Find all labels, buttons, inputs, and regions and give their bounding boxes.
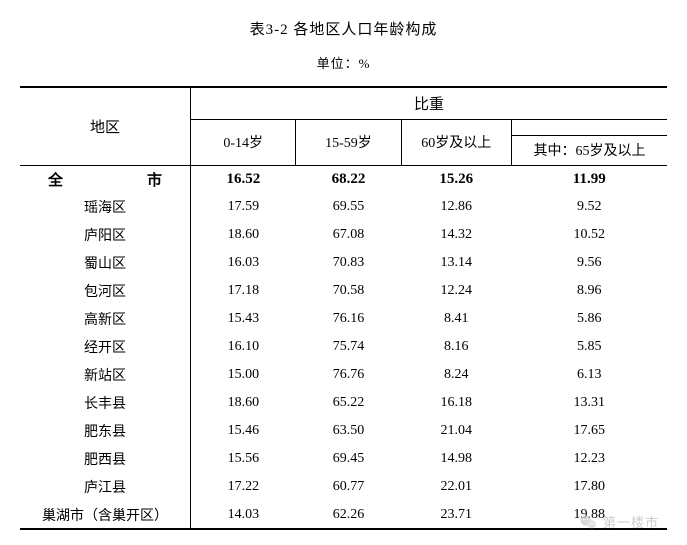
cell-c3: 8.24 — [401, 361, 511, 389]
cell-c3: 8.41 — [401, 305, 511, 333]
cell-region: 经开区 — [20, 333, 191, 361]
table-row: 肥西县15.5669.4514.9812.23 — [20, 445, 667, 473]
cell-c1: 17.18 — [191, 277, 296, 305]
table-row: 经开区16.1075.748.165.85 — [20, 333, 667, 361]
cell-c1: 18.60 — [191, 221, 296, 249]
cell-region: 长丰县 — [20, 389, 191, 417]
cell-c1: 15.43 — [191, 305, 296, 333]
cell-c3: 16.18 — [401, 389, 511, 417]
table-row: 肥东县15.4663.5021.0417.65 — [20, 417, 667, 445]
cell-c2: 65.22 — [296, 389, 401, 417]
cell-region: 包河区 — [20, 277, 191, 305]
cell-region: 全 市 — [30, 173, 180, 189]
cell-region: 肥西县 — [20, 445, 191, 473]
cell-c1: 14.03 — [191, 501, 296, 529]
table-row: 蜀山区16.0370.8313.149.56 — [20, 249, 667, 277]
cell-c1: 16.10 — [191, 333, 296, 361]
cell-c4: 9.52 — [511, 193, 667, 221]
cell-c3: 12.86 — [401, 193, 511, 221]
cell-region: 蜀山区 — [20, 249, 191, 277]
age-composition-table: 地区 比重 0-14岁 15-59岁 60岁及以上 其中：65岁及以上 全 市 … — [20, 86, 667, 530]
cell-c2: 68.22 — [296, 165, 401, 193]
cell-region: 高新区 — [20, 305, 191, 333]
header-c3: 60岁及以上 — [401, 119, 511, 165]
cell-c1: 15.56 — [191, 445, 296, 473]
cell-c1: 15.46 — [191, 417, 296, 445]
cell-c2: 62.26 — [296, 501, 401, 529]
cell-c4: 5.86 — [511, 305, 667, 333]
cell-c3: 22.01 — [401, 473, 511, 501]
table-unit: 单位：% — [20, 53, 667, 72]
header-c2: 15-59岁 — [296, 119, 401, 165]
header-c1: 0-14岁 — [191, 119, 296, 165]
cell-c3: 21.04 — [401, 417, 511, 445]
header-c4: 其中：65岁及以上 — [511, 135, 667, 165]
cell-c4: 8.96 — [511, 277, 667, 305]
table-row: 新站区15.0076.768.246.13 — [20, 361, 667, 389]
cell-c2: 76.16 — [296, 305, 401, 333]
cell-c1: 15.00 — [191, 361, 296, 389]
cell-c3: 13.14 — [401, 249, 511, 277]
cell-c3: 14.98 — [401, 445, 511, 473]
cell-c2: 67.08 — [296, 221, 401, 249]
cell-c1: 16.03 — [191, 249, 296, 277]
cell-c4: 12.23 — [511, 445, 667, 473]
watermark: 第一楼市 — [579, 512, 659, 531]
wechat-icon — [579, 513, 597, 531]
table-row: 瑶海区17.5969.5512.869.52 — [20, 193, 667, 221]
table-row: 庐江县17.2260.7722.0117.80 — [20, 473, 667, 501]
cell-c2: 69.55 — [296, 193, 401, 221]
watermark-text: 第一楼市 — [603, 512, 659, 531]
cell-c2: 60.77 — [296, 473, 401, 501]
cell-region: 庐阳区 — [20, 221, 191, 249]
cell-region: 瑶海区 — [20, 193, 191, 221]
header-proportion: 比重 — [191, 87, 667, 119]
table-row: 长丰县18.6065.2216.1813.31 — [20, 389, 667, 417]
cell-c4: 6.13 — [511, 361, 667, 389]
cell-c4: 13.31 — [511, 389, 667, 417]
cell-c4: 5.85 — [511, 333, 667, 361]
table-title: 表3-2 各地区人口年龄构成 — [20, 18, 667, 39]
cell-c4: 10.52 — [511, 221, 667, 249]
header-region: 地区 — [20, 87, 191, 165]
cell-c2: 69.45 — [296, 445, 401, 473]
cell-c4: 17.65 — [511, 417, 667, 445]
table-row: 包河区17.1870.5812.248.96 — [20, 277, 667, 305]
cell-c3: 23.71 — [401, 501, 511, 529]
cell-c3: 8.16 — [401, 333, 511, 361]
cell-c2: 75.74 — [296, 333, 401, 361]
cell-region: 新站区 — [20, 361, 191, 389]
table-body: 全 市 16.52 68.22 15.26 11.99 瑶海区17.5969.5… — [20, 165, 667, 529]
cell-c4: 17.80 — [511, 473, 667, 501]
cell-region: 庐江县 — [20, 473, 191, 501]
table-row-total: 全 市 16.52 68.22 15.26 11.99 — [20, 165, 667, 193]
cell-c3: 12.24 — [401, 277, 511, 305]
cell-c2: 63.50 — [296, 417, 401, 445]
cell-region: 肥东县 — [20, 417, 191, 445]
cell-c2: 70.58 — [296, 277, 401, 305]
cell-c1: 17.22 — [191, 473, 296, 501]
cell-c1: 16.52 — [191, 165, 296, 193]
cell-c3: 15.26 — [401, 165, 511, 193]
cell-c4: 9.56 — [511, 249, 667, 277]
cell-c4: 11.99 — [511, 165, 667, 193]
cell-c1: 17.59 — [191, 193, 296, 221]
cell-c3: 14.32 — [401, 221, 511, 249]
cell-c1: 18.60 — [191, 389, 296, 417]
table-row: 巢湖市（含巢开区）14.0362.2623.7119.88 — [20, 501, 667, 529]
cell-region: 巢湖市（含巢开区） — [20, 501, 191, 529]
table-row: 高新区15.4376.168.415.86 — [20, 305, 667, 333]
cell-c2: 76.76 — [296, 361, 401, 389]
table-row: 庐阳区18.6067.0814.3210.52 — [20, 221, 667, 249]
cell-c2: 70.83 — [296, 249, 401, 277]
